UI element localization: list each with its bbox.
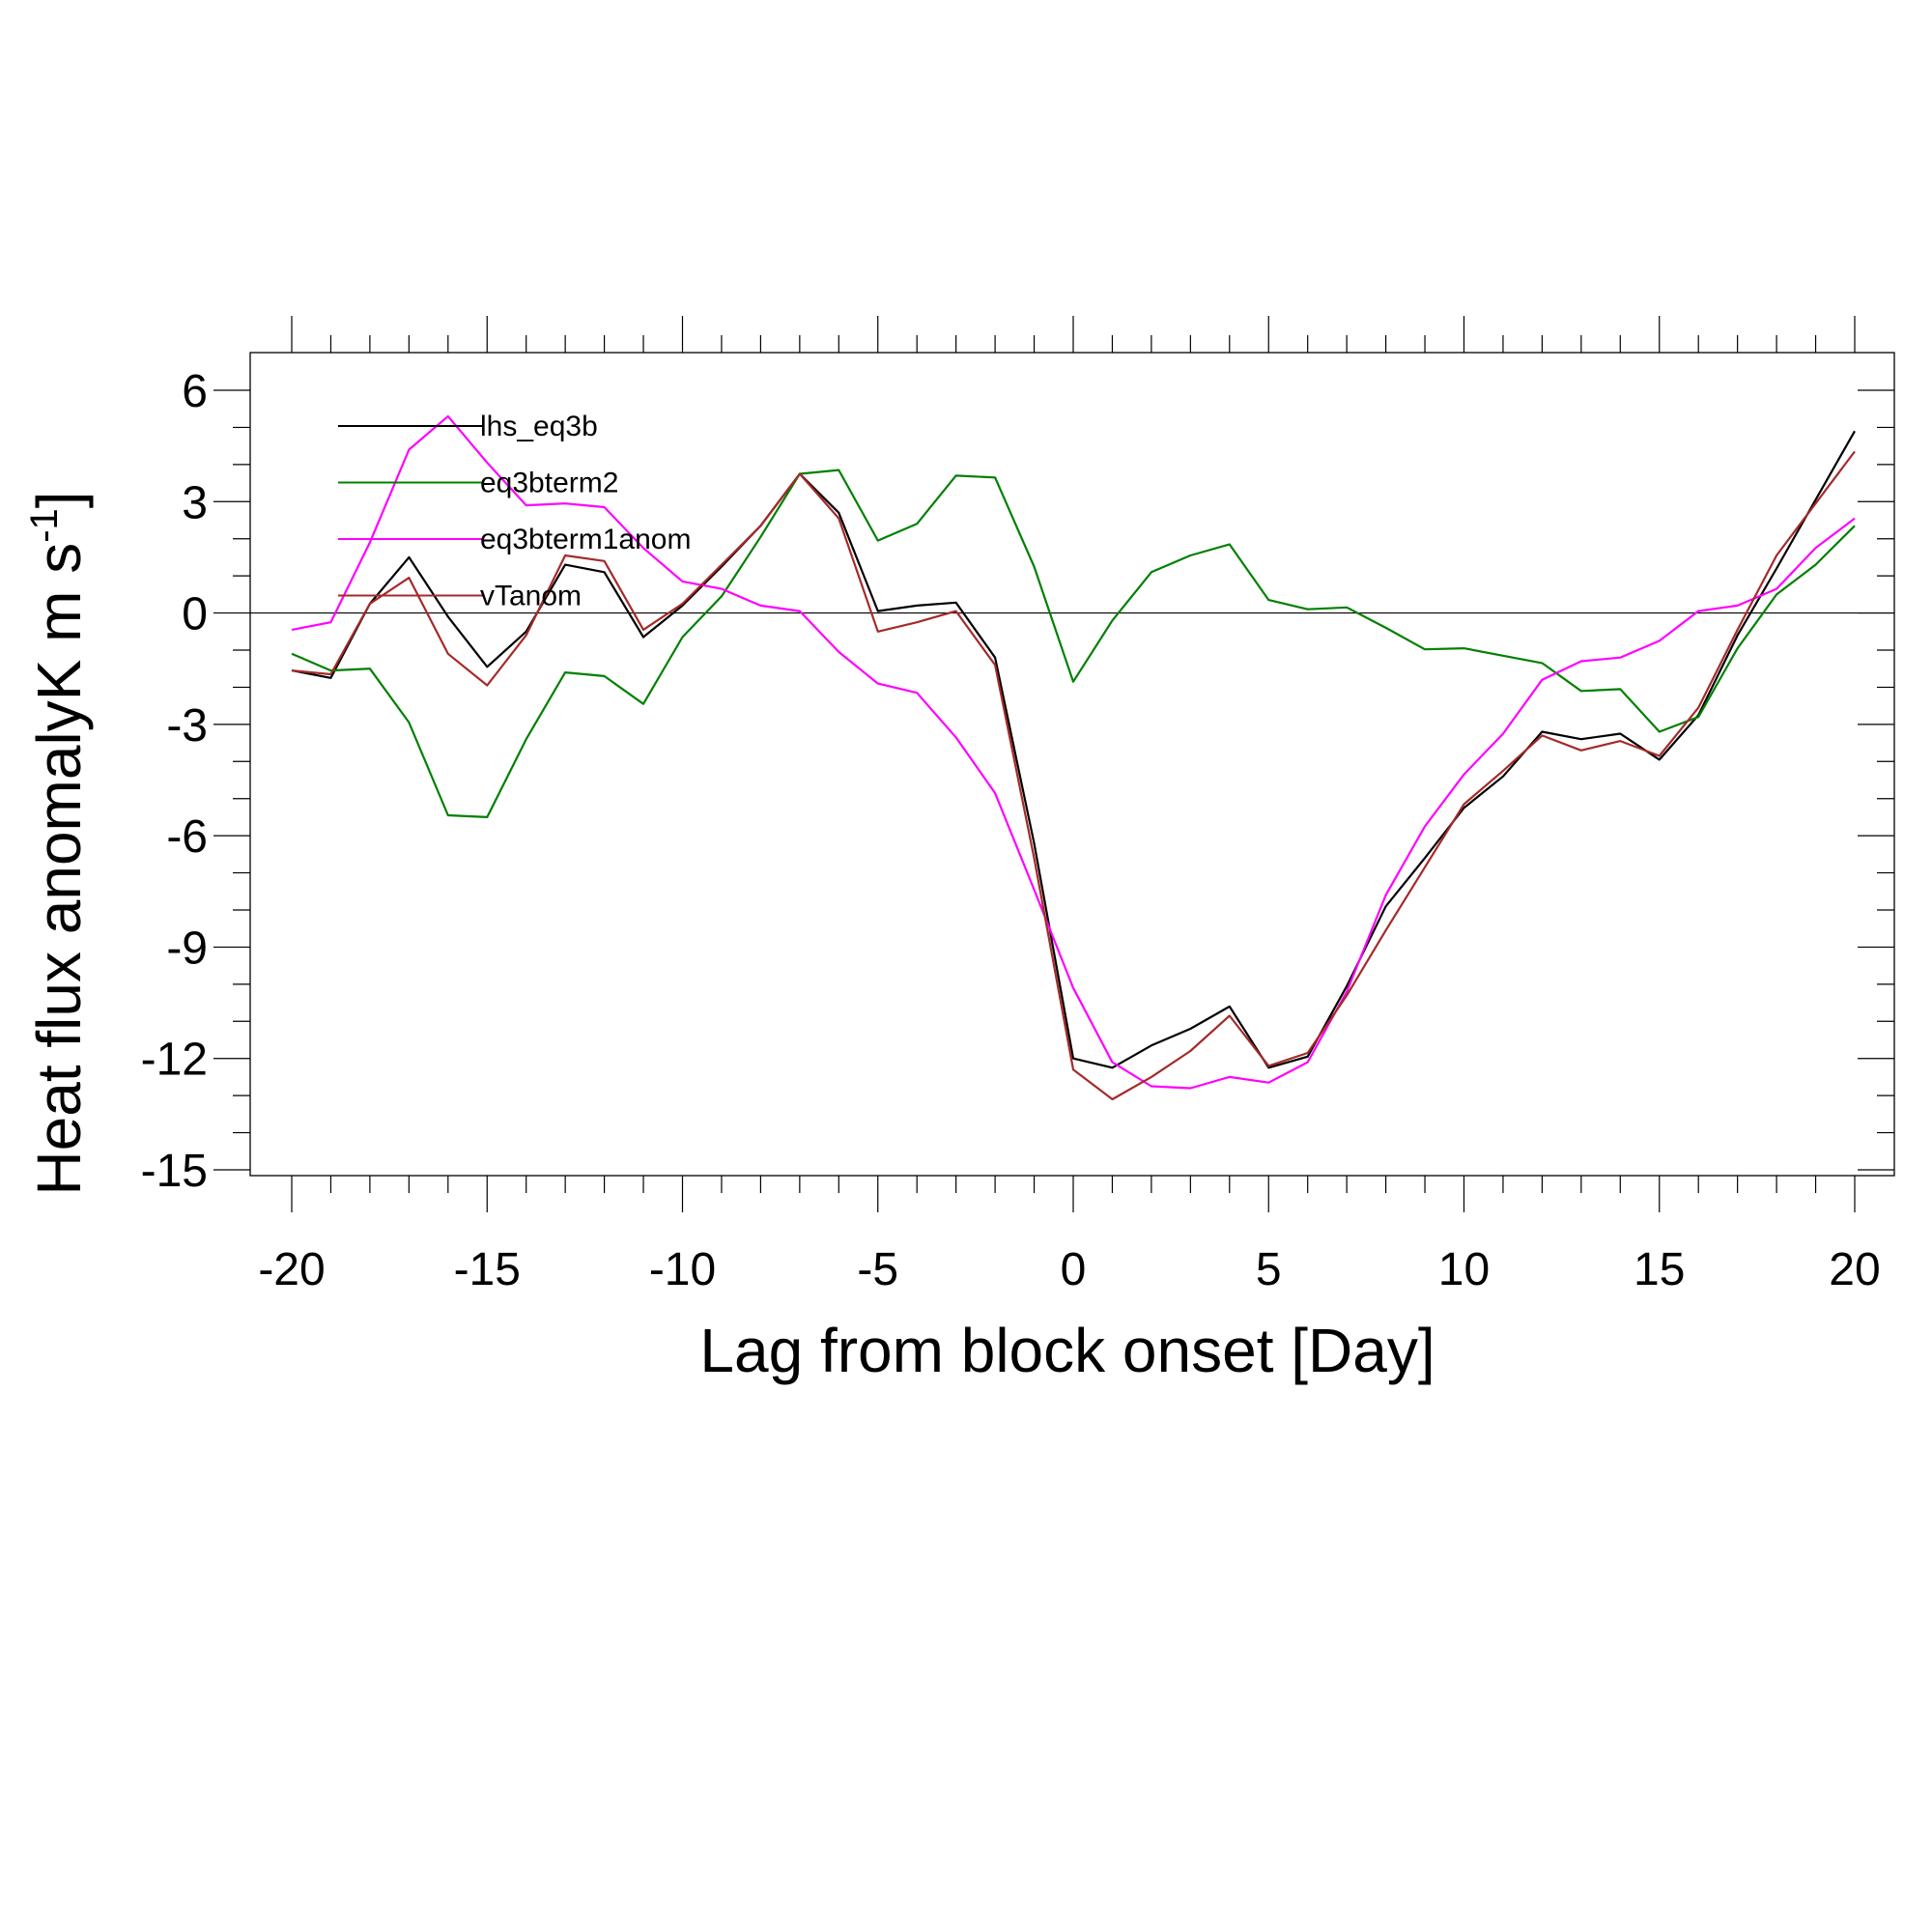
y-tick-label: -9 (166, 923, 208, 974)
x-tick-label: -15 (454, 1244, 521, 1295)
x-tick-label: -20 (258, 1244, 325, 1295)
y-tick-labels: -15 -12 -9 -6 -3 0 3 6 (141, 366, 208, 1197)
plot-frame (249, 352, 1895, 1177)
y-tick-label: 0 (182, 589, 208, 640)
x-tick-label: -10 (649, 1244, 716, 1295)
y-axis-label-group: Heat flux anomalyK m s-1] (23, 491, 94, 1195)
series-line-lhs_eq3b (291, 430, 1856, 1069)
x-tick-labels: -20 -15 -10 -5 0 5 10 15 20 (258, 1244, 1880, 1295)
x-axis-label: Lag from block onset [Day] (699, 1316, 1435, 1385)
x-tick-label: -5 (857, 1244, 898, 1295)
legend-label-eq3bterm1anom: eq3bterm1anom (480, 524, 691, 555)
y-tick-label: -15 (141, 1146, 208, 1197)
legend-label-eq3bterm2: eq3bterm2 (480, 468, 618, 499)
y-axis-label-superscript: -1 (23, 508, 66, 543)
series-line-vTanom (291, 450, 1856, 1101)
x-tick-label: 15 (1634, 1244, 1685, 1295)
legend-label-vTanom: vTanom (480, 581, 582, 612)
series-line-eq3bterm2 (291, 469, 1856, 819)
y-axis-label: Heat flux anomalyK m s-1] (23, 491, 94, 1195)
y-tick-label: -3 (166, 700, 208, 752)
y-tick-label: -12 (141, 1035, 208, 1086)
y-tick-label: -6 (166, 811, 208, 863)
x-tick-label: 20 (1829, 1244, 1880, 1295)
x-tick-label: 0 (1061, 1244, 1087, 1295)
y-tick-label: 6 (182, 366, 208, 417)
legend: lhs_eq3b eq3bterm2 eq3bterm1anom vTanom (338, 411, 691, 612)
axis-ticks (213, 316, 1894, 1212)
x-tick-label: 5 (1256, 1244, 1282, 1295)
series-line-eq3bterm1anom (291, 414, 1856, 1090)
y-axis-label-close: ] (24, 491, 94, 508)
legend-label-lhs_eq3b: lhs_eq3b (480, 411, 598, 442)
series-lines (291, 414, 1856, 1101)
y-axis-label-main: Heat flux anomalyK m s (24, 543, 94, 1196)
x-tick-label: 10 (1438, 1244, 1490, 1295)
y-tick-label: 3 (182, 477, 208, 528)
